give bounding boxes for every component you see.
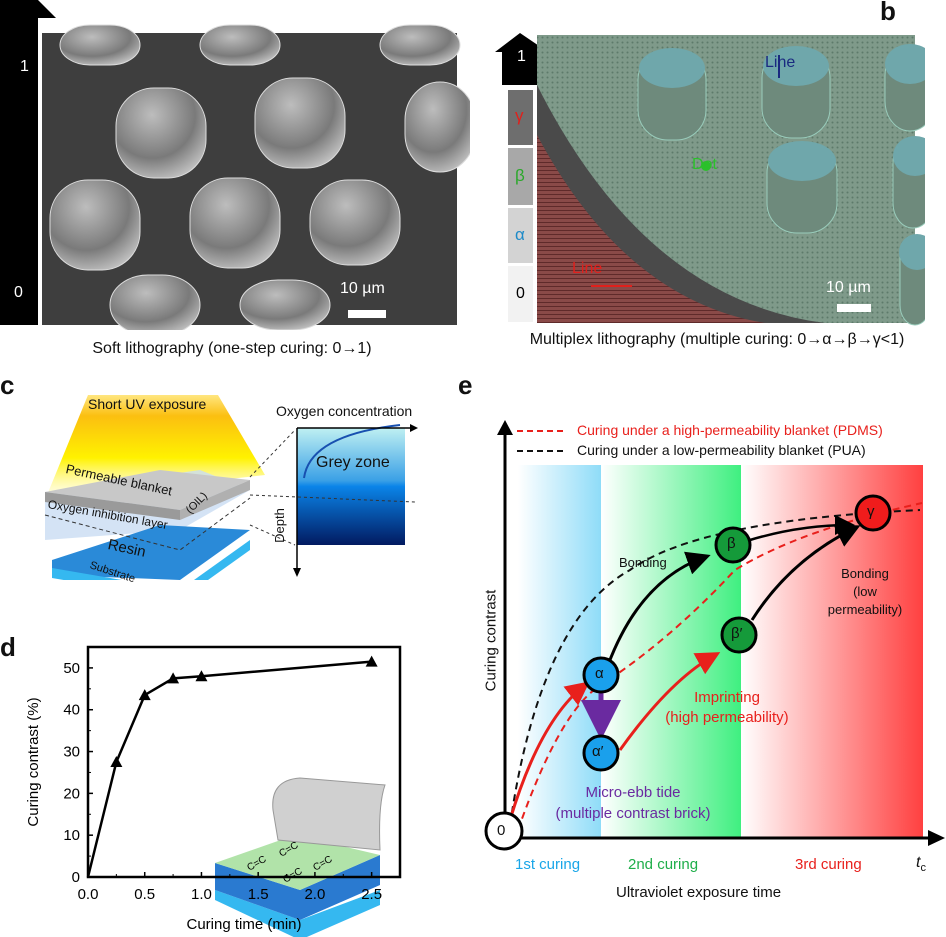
annotation-dot: Dot [692, 156, 717, 173]
data-point [138, 689, 151, 701]
e-xlabel: Ultraviolet exposure time [616, 884, 782, 901]
bonding-low-line2: (low permeability) [827, 584, 903, 617]
chart-d: C=C C=C C=C C=C 0.0 0.5 1.0 1.5 2.0 2.5010203… [25, 645, 402, 937]
x-tick-label: 0.0 [78, 886, 99, 903]
series-line [86, 660, 372, 878]
x-end-label: tc [916, 854, 926, 874]
scale-arrow [495, 33, 548, 85]
stage-2nd: 2nd curing [628, 856, 699, 873]
x-tick-label: 2.0 [304, 886, 325, 903]
data-point [195, 670, 208, 682]
scale-top-label: 1 [20, 58, 29, 75]
oxygen-axis-label: Oxygen concentration [276, 403, 413, 419]
node-beta-prime-label: β′ [731, 625, 743, 642]
uv-label: Short UV exposure [88, 396, 207, 412]
node-0-label: 0 [497, 822, 506, 839]
y-tick-label: 0 [72, 869, 80, 886]
band-3rd-curing [741, 465, 923, 838]
level-gamma: γ [515, 106, 524, 125]
micro-ebb-label: Micro-ebb tide (multiple contrast brick) [533, 782, 733, 824]
micro-ebb-line2: (multiple contrast brick) [555, 805, 711, 822]
level-beta: β [515, 166, 525, 185]
x-tick-label: 0.5 [134, 886, 155, 903]
y-tick-label: 10 [63, 827, 80, 844]
panel-label-d: d [0, 632, 16, 662]
scale-bar-label-b: 10 µm [826, 279, 871, 296]
legend-pua: Curing under a low-permeability blanket … [577, 442, 866, 458]
imprinting-line1: Imprinting [694, 689, 760, 706]
x-tick-label: 1.5 [248, 886, 269, 903]
stage-3rd: 3rd curing [795, 856, 862, 873]
scale-bar-label: 10 µm [340, 280, 385, 297]
x-end-sub: c [920, 862, 926, 875]
caption-b: Multiplex lithography (multiple curing: … [529, 331, 905, 348]
y-tick-label: 20 [63, 785, 80, 802]
node-alpha-label: α [595, 665, 604, 682]
node-alpha-prime [582, 734, 620, 772]
level-alpha: α [515, 225, 525, 244]
node-gamma [854, 494, 892, 532]
legend-pdms: Curing under a high-permeability blanket… [577, 422, 883, 438]
imprinting-line2: (high permeability) [665, 709, 789, 726]
x-end-t: t [916, 854, 921, 871]
panel-label-c: c [0, 370, 15, 400]
stage-1st: 1st curing [515, 856, 581, 873]
depth-axis-label: Depth [271, 508, 287, 543]
x-tick-label: 1.0 [191, 886, 212, 903]
data-point [167, 672, 180, 684]
bonding-low-line1: Bonding [841, 566, 889, 581]
panel-b-image [495, 33, 925, 326]
band-2nd-curing [601, 465, 741, 838]
data-point [110, 756, 123, 767]
panel-a-image [0, 0, 470, 330]
e-ylabel: Curing contrast [482, 589, 500, 692]
y-tick-label: 50 [63, 660, 80, 677]
scale-arrow [0, 0, 56, 325]
panel-label-b: b [880, 0, 896, 26]
annotation-line-top: Line [765, 54, 796, 71]
node-beta [714, 526, 752, 564]
panel-c-diagram [44, 395, 418, 580]
annotation-line-bottom: Line [572, 260, 603, 277]
node-gamma-label: γ [867, 503, 875, 520]
level-0: 0 [516, 285, 525, 302]
data-point [365, 655, 378, 667]
panel-label-e: e [458, 370, 473, 400]
grey-zone-label: Grey zone [316, 454, 390, 471]
node-beta-label: β [727, 535, 736, 552]
x-axis-label: Curing time (min) [186, 916, 301, 933]
y-axis-label: Curing contrast (%) [25, 697, 42, 826]
node-beta-prime [720, 616, 758, 654]
panel-e-diagram [484, 420, 945, 851]
level-1: 1 [517, 48, 526, 65]
plot-frame [86, 645, 402, 879]
node-alpha-prime-label: α′ [592, 743, 604, 760]
imprinting-label: Imprinting (high permeability) [652, 688, 802, 728]
inset-illustration [215, 777, 386, 937]
x-tick-label: 2.5 [361, 886, 382, 903]
bonding-label: Bonding [619, 555, 667, 570]
micro-ebb-line1: Micro-ebb tide [585, 784, 681, 801]
node-0 [484, 811, 524, 851]
node-alpha [582, 656, 620, 694]
caption-a: Soft lithography (one-step curing: 0→1) [92, 340, 372, 357]
bonding-low-label: Bonding (low permeability) [815, 565, 915, 619]
scale-bottom-label: 0 [14, 284, 23, 301]
y-tick-label: 30 [63, 744, 80, 761]
y-tick-label: 40 [63, 702, 80, 719]
